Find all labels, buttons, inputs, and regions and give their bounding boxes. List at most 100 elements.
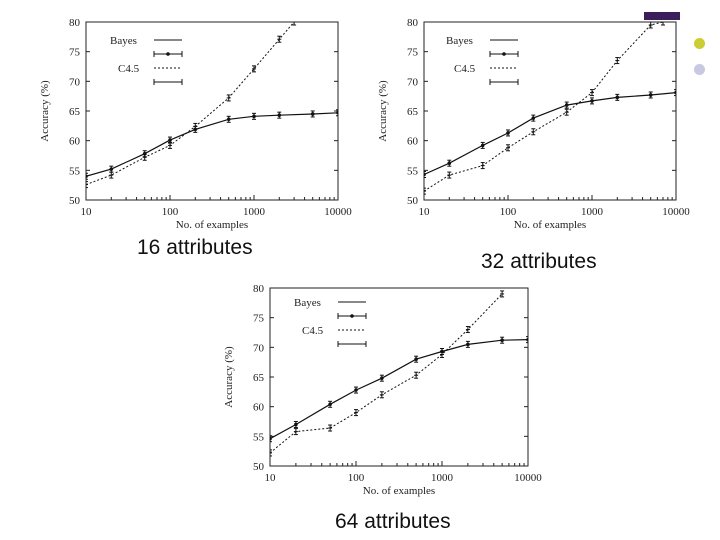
data-point xyxy=(590,99,594,103)
data-point xyxy=(86,174,88,179)
x-tick-label: 10000 xyxy=(324,206,352,218)
x-tick-label: 10000 xyxy=(514,472,542,484)
x-tick-label: 1000 xyxy=(581,206,604,218)
data-point xyxy=(424,172,426,177)
plot-area xyxy=(270,290,528,457)
chart-32-attributes-svg: 50 55 60 65 70 75 80 10 100 1000 10000 No. of examp… xyxy=(377,17,690,231)
legend: Bayes C4.5 xyxy=(294,297,367,347)
y-tick-label: 60 xyxy=(69,136,81,148)
y-tick-label: 75 xyxy=(253,313,265,325)
legend-label: Bayes xyxy=(110,35,137,47)
y-tick-label: 80 xyxy=(69,17,81,29)
y-axis-label: Accuracy (%) xyxy=(223,346,235,408)
bullet-dot-lavender xyxy=(694,64,705,75)
plot-area xyxy=(86,22,338,189)
series-line-c45 xyxy=(424,22,664,192)
x-tick-label: 10 xyxy=(265,472,277,484)
x-axis-label: No. of examples xyxy=(176,219,248,231)
bullet-dot-yellow xyxy=(694,38,705,49)
y-tick-label: 70 xyxy=(407,76,419,88)
legend: Bayes C4.5 xyxy=(110,35,183,85)
x-tick-label: 1000 xyxy=(431,472,454,484)
data-point xyxy=(615,95,620,100)
y-tick-label: 70 xyxy=(253,342,265,354)
data-point xyxy=(168,138,172,142)
legend: Bayes C4.5 xyxy=(446,35,519,85)
x-axis-label: No. of examples xyxy=(514,219,586,231)
data-point xyxy=(252,114,256,119)
data-point xyxy=(294,422,298,427)
y-axis-label: Accuracy (%) xyxy=(39,80,51,142)
y-tick-label: 75 xyxy=(407,47,419,59)
series-line-bayes xyxy=(270,339,528,440)
x-tick-label: 10 xyxy=(81,206,93,218)
x-tick-label: 100 xyxy=(162,206,179,218)
legend-marker xyxy=(166,52,170,56)
chart-64-attributes: 50 55 60 65 70 75 80 10 100 1000 10000 No. of examp… xyxy=(214,280,550,502)
y-tick-label: 65 xyxy=(253,372,265,384)
data-point xyxy=(270,436,272,441)
data-point xyxy=(310,112,315,116)
legend-label: Bayes xyxy=(294,297,321,309)
legend-label: C4.5 xyxy=(118,63,140,75)
y-tick-label: 75 xyxy=(69,47,81,59)
y-tick-label: 65 xyxy=(407,106,419,118)
data-point xyxy=(531,116,536,120)
x-tick-label: 1000 xyxy=(243,206,266,218)
data-point xyxy=(354,388,358,392)
y-tick-label: 80 xyxy=(407,17,419,29)
data-point xyxy=(447,161,452,166)
data-point xyxy=(648,93,653,97)
x-tick-label: 10000 xyxy=(662,206,690,218)
data-point xyxy=(328,402,332,407)
y-tick-label: 60 xyxy=(407,136,419,148)
data-point xyxy=(380,376,384,380)
y-tick-label: 55 xyxy=(253,431,265,443)
chart-16-attributes: 50 55 60 65 70 75 80 10 100 1000 10000 No. of examp… xyxy=(30,14,360,236)
legend-label: C4.5 xyxy=(302,325,324,337)
y-tick-label: 50 xyxy=(69,195,81,207)
x-axis-label: No. of examples xyxy=(363,485,435,497)
plot-frame xyxy=(85,21,339,201)
data-point xyxy=(226,117,231,122)
chart-16-attributes-svg: 50 55 60 65 70 75 80 10 100 1000 10000 No. of examp… xyxy=(39,17,352,231)
caption-64-attributes: 64 attributes xyxy=(335,510,451,533)
y-tick-label: 65 xyxy=(69,106,81,118)
data-point xyxy=(564,103,569,107)
legend-label: C4.5 xyxy=(454,63,476,75)
y-tick-label: 50 xyxy=(253,461,265,473)
series-line-c45 xyxy=(270,293,503,454)
series-line-bayes xyxy=(424,92,676,176)
legend-label: Bayes xyxy=(446,35,473,47)
data-point xyxy=(336,110,338,115)
plot-frame xyxy=(269,287,529,467)
y-tick-label: 55 xyxy=(407,165,419,177)
data-point xyxy=(526,337,528,342)
data-point xyxy=(277,113,282,117)
caption-16-attributes: 16 attributes xyxy=(137,236,253,259)
legend-marker xyxy=(350,314,354,318)
data-point xyxy=(109,167,114,171)
y-tick-label: 55 xyxy=(69,165,81,177)
data-point xyxy=(480,143,485,148)
data-point xyxy=(500,338,504,343)
x-tick-label: 100 xyxy=(348,472,365,484)
y-tick-label: 70 xyxy=(69,76,81,88)
y-tick-label: 60 xyxy=(253,402,265,414)
legend-marker xyxy=(502,52,506,56)
plot-area xyxy=(424,22,676,195)
x-tick-label: 100 xyxy=(500,206,517,218)
y-tick-label: 80 xyxy=(253,283,265,295)
caption-32-attributes: 32 attributes xyxy=(481,250,597,273)
data-point xyxy=(414,357,418,361)
chart-64-attributes-svg: 50 55 60 65 70 75 80 10 100 1000 10000 No. of examp… xyxy=(223,283,542,497)
data-point xyxy=(506,131,510,135)
chart-32-attributes: 50 55 60 65 70 75 80 10 100 1000 10000 No. of examp… xyxy=(368,14,696,236)
series-line-bayes xyxy=(86,112,338,177)
x-tick-label: 10 xyxy=(419,206,431,218)
y-tick-label: 50 xyxy=(407,195,419,207)
y-axis-label: Accuracy (%) xyxy=(377,80,389,142)
data-point xyxy=(466,342,470,347)
slide-accent-bar xyxy=(644,12,680,20)
data-point xyxy=(674,90,676,95)
